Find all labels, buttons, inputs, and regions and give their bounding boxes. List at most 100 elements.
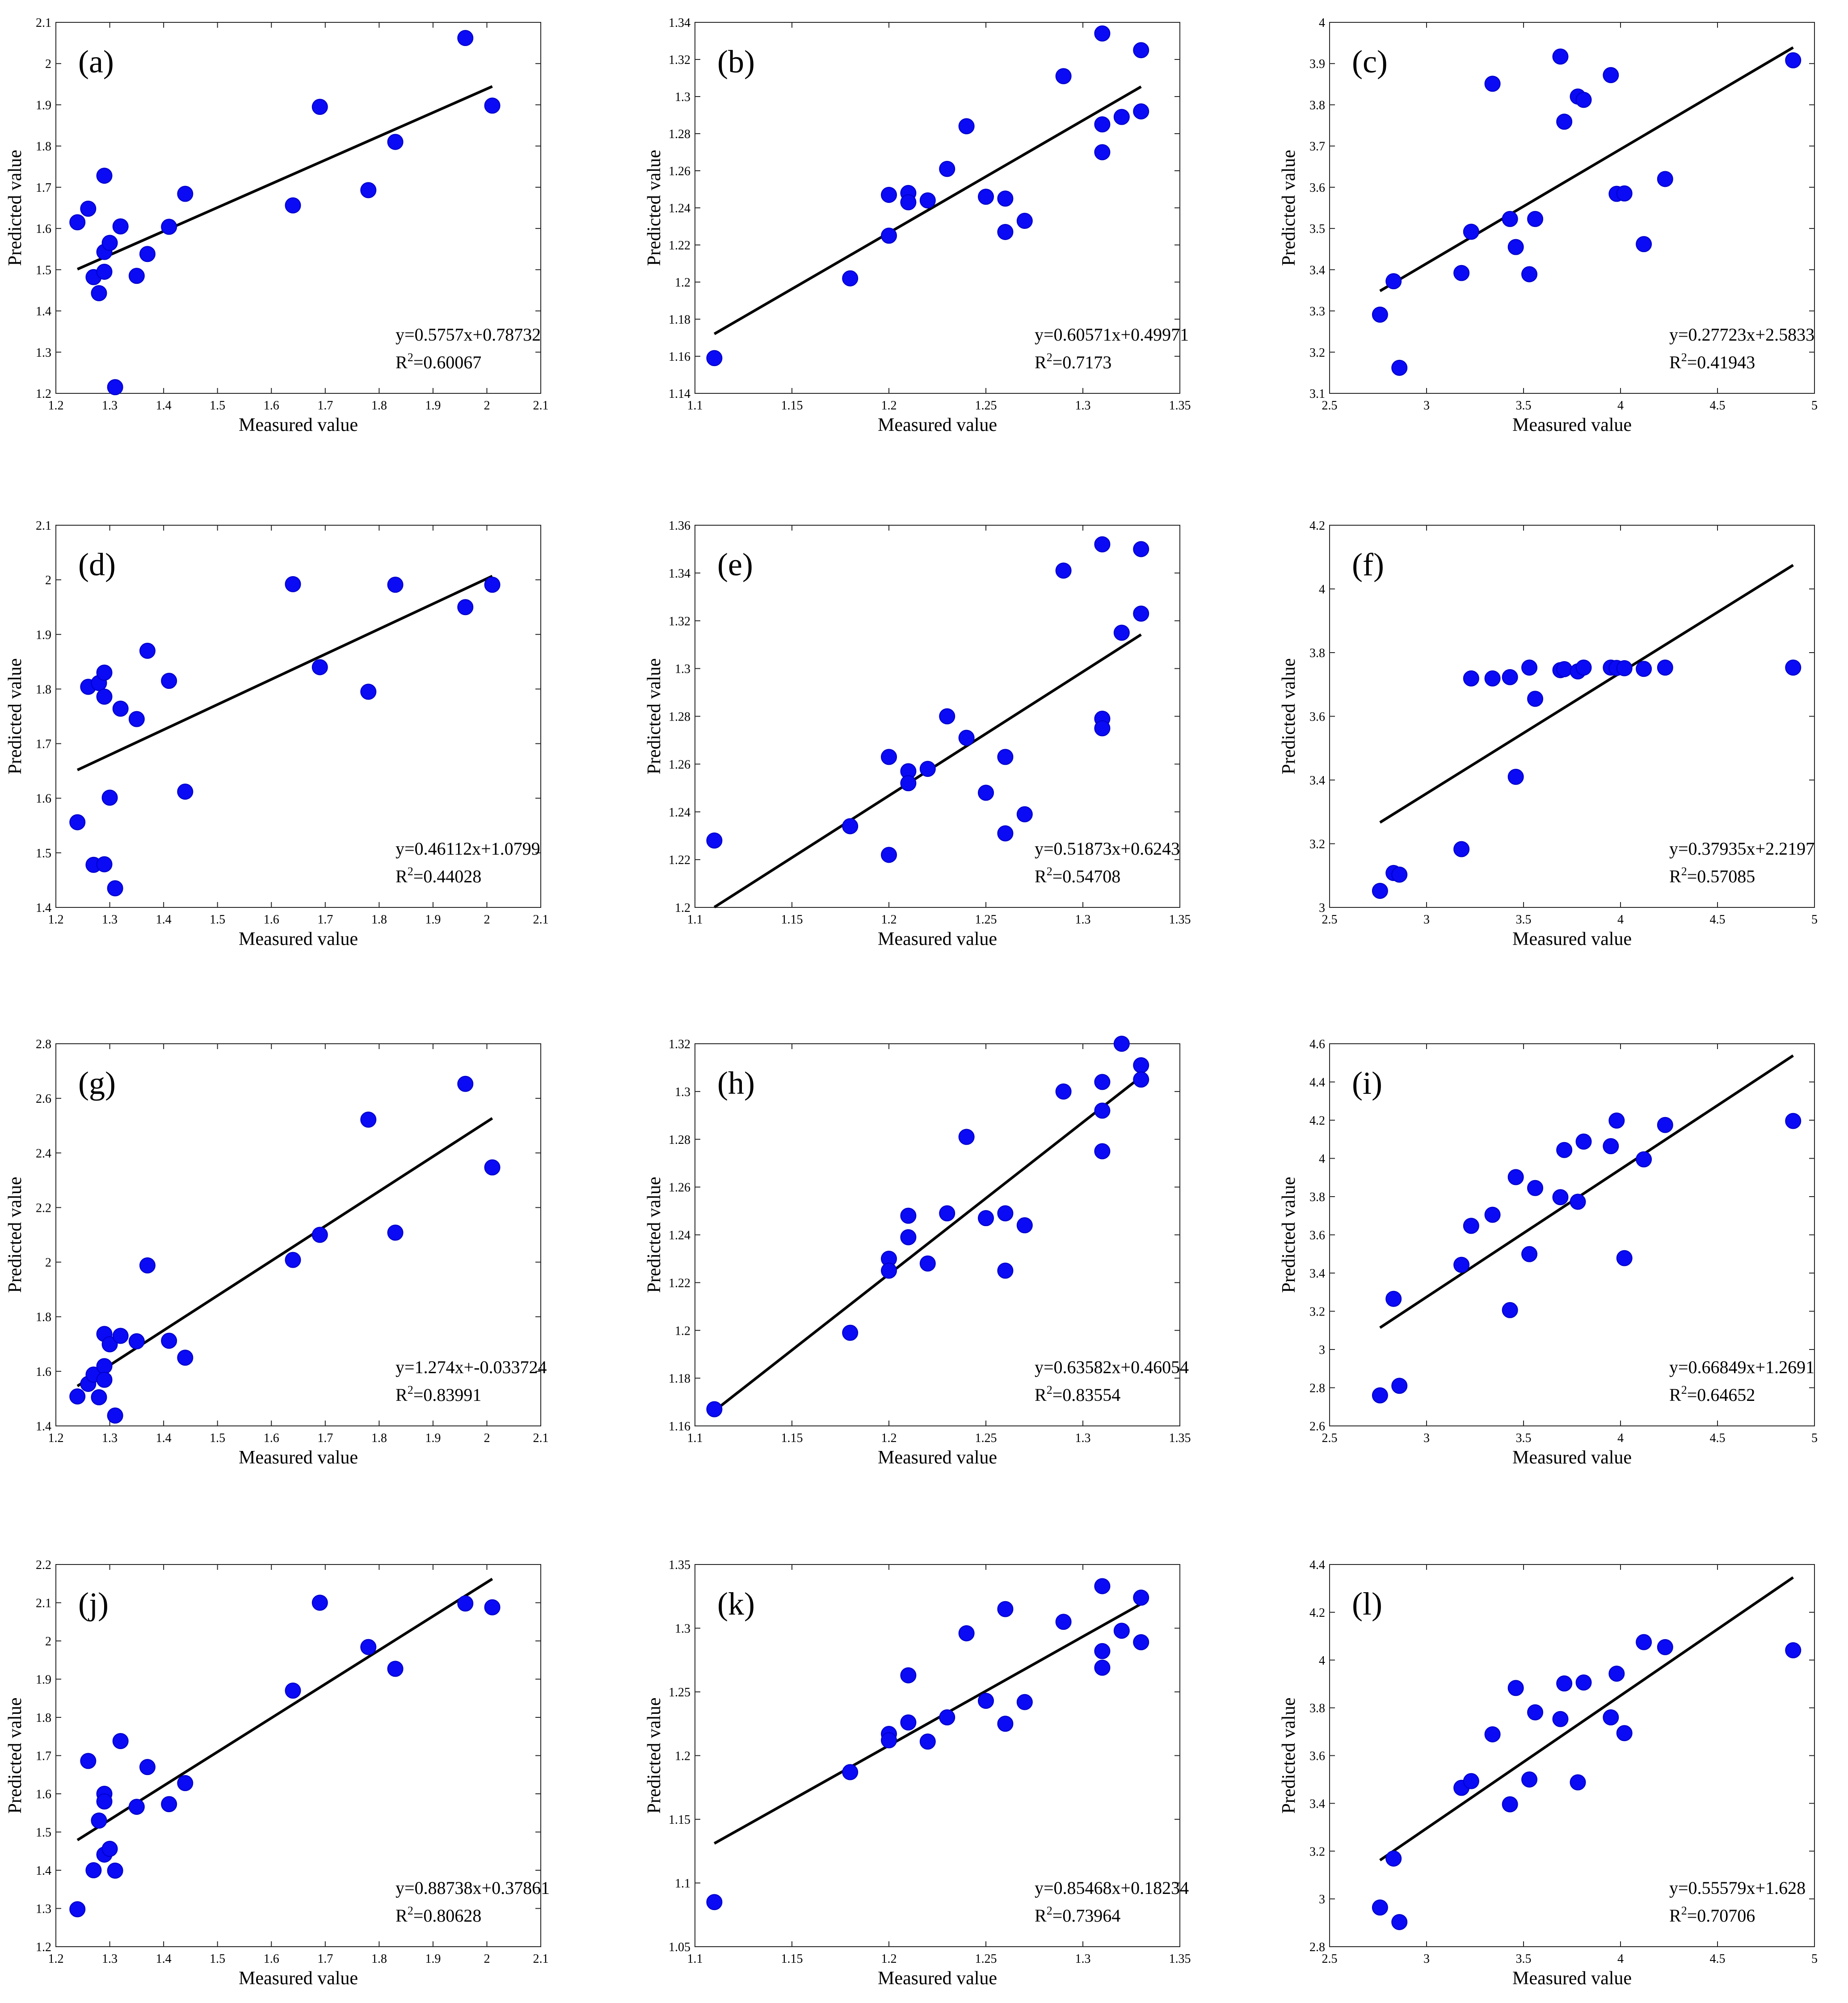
data-point	[842, 1764, 859, 1780]
chart-panel-e: 1.1 1.15 1.2 1.25 1.3 1.35 1.2 1.22 1.24 1.26 1.28…	[644, 519, 1191, 949]
data-point	[96, 688, 113, 705]
data-point	[919, 1255, 936, 1272]
y-tick-label: 1.9	[36, 98, 51, 112]
y-tick-label: 1.14	[669, 387, 690, 401]
y-tick-label: 2.6	[36, 1092, 51, 1106]
x-tick-label: 1.8	[371, 1431, 387, 1445]
r-squared-label: R2=0.7173	[1035, 351, 1111, 372]
data-point	[1502, 1796, 1518, 1813]
data-point	[1016, 213, 1033, 229]
data-point	[457, 599, 474, 616]
x-tick-label: 5	[1811, 1431, 1818, 1445]
y-tick-label: 2.6	[1309, 1420, 1325, 1434]
data-point	[1372, 882, 1388, 899]
y-tick-label: 1.7	[36, 738, 51, 751]
data-point	[387, 1661, 404, 1677]
x-axis-label: Measured value	[878, 415, 997, 435]
y-tick-label: 1.8	[36, 1711, 51, 1725]
data-point	[1502, 211, 1518, 227]
y-tick-label: 1.3	[675, 662, 690, 676]
data-point	[1785, 659, 1802, 676]
y-tick-label: 1.2	[675, 276, 690, 290]
x-tick-label: 1.2	[48, 913, 64, 927]
x-tick-label: 1.35	[1169, 1952, 1191, 1966]
data-point	[1133, 42, 1149, 59]
y-tick-label: 1.2	[675, 1750, 690, 1763]
y-tick-label: 3.3	[1309, 305, 1325, 319]
data-point	[1552, 48, 1569, 65]
data-point	[842, 1324, 859, 1341]
data-point	[1016, 1694, 1033, 1710]
chart-panel-b: 1.1 1.15 1.2 1.25 1.3 1.35 1.14 1.16 1.18 1.2 1.22…	[644, 16, 1191, 435]
data-point	[1575, 92, 1592, 108]
data-point	[919, 1733, 936, 1750]
chart-panel-l: 2.5 3 3.5 4 4.5 5 2.8 3 3.2 3.4 3.6 3.8 4 4.2 4.4 Measu…	[1279, 1558, 1818, 1989]
y-tick-label: 1.18	[669, 1372, 690, 1386]
panel-label: (k)	[717, 1586, 755, 1622]
y-tick-label: 3.2	[1309, 838, 1325, 852]
regression-equation: y=1.274x+-0.033724	[396, 1357, 547, 1377]
data-point	[484, 577, 501, 593]
data-point	[706, 1401, 723, 1417]
x-tick-label: 1.7	[317, 399, 333, 413]
y-tick-label: 4	[1319, 16, 1325, 30]
y-tick-label: 3.1	[1309, 387, 1325, 401]
r-squared-label: R2=0.44028	[396, 865, 481, 886]
data-point	[69, 1901, 86, 1918]
chart-panel-g: 1.2 1.3 1.4 1.5 1.6 1.7 1.8 1.9 2 2.1 1.4 1.6 1.8 2 2.…	[5, 1037, 549, 1468]
data-point	[1094, 116, 1111, 133]
y-tick-label: 1.5	[36, 1826, 51, 1840]
x-tick-label: 1.1	[687, 1952, 703, 1966]
y-tick-label: 1.16	[669, 350, 690, 364]
x-tick-label: 1.25	[975, 1431, 997, 1445]
data-point	[96, 664, 113, 681]
y-tick-label: 1.26	[669, 1181, 690, 1195]
panel-label: (e)	[717, 547, 753, 582]
data-point	[978, 1210, 994, 1227]
data-point	[997, 1262, 1014, 1279]
data-point	[997, 1716, 1014, 1732]
y-tick-label: 4.2	[1309, 519, 1325, 533]
data-point	[881, 749, 897, 765]
r-squared-label: R2=0.73964	[1035, 1904, 1120, 1926]
x-tick-label: 1.7	[317, 1952, 333, 1966]
y-axis-label: Predicted value	[5, 1176, 25, 1293]
data-point	[842, 818, 859, 835]
y-tick-label: 1.28	[669, 127, 690, 141]
x-tick-label: 1.8	[371, 913, 387, 927]
data-point	[312, 1227, 328, 1243]
y-tick-label: 3.6	[1309, 1229, 1325, 1243]
y-tick-label: 1.8	[36, 1311, 51, 1324]
x-tick-label: 3	[1423, 399, 1430, 413]
data-point	[1391, 1914, 1408, 1930]
y-tick-label: 1.4	[36, 1420, 51, 1434]
data-point	[360, 182, 377, 198]
data-point	[1616, 1250, 1633, 1266]
data-point	[1016, 806, 1033, 822]
data-point	[978, 189, 994, 205]
y-tick-label: 1.2	[675, 1324, 690, 1338]
x-tick-label: 1.5	[210, 913, 225, 927]
x-tick-label: 4.5	[1710, 1431, 1726, 1445]
x-tick-label: 3	[1423, 1952, 1430, 1966]
data-point	[177, 1349, 194, 1366]
x-tick-label: 4	[1617, 1952, 1624, 1966]
y-tick-label: 3	[1319, 1343, 1325, 1357]
x-tick-label: 4.5	[1710, 399, 1726, 413]
x-tick-label: 1.35	[1169, 913, 1191, 927]
y-tick-label: 3.7	[1309, 140, 1325, 154]
x-tick-label: 1.5	[210, 399, 225, 413]
panel-label: (i)	[1352, 1065, 1382, 1101]
x-tick-label: 1.6	[264, 399, 279, 413]
y-tick-label: 1.26	[669, 758, 690, 772]
y-tick-label: 1.32	[669, 615, 690, 628]
data-point	[1055, 1083, 1072, 1100]
r-squared-label: R2=0.80628	[396, 1904, 481, 1926]
data-point	[161, 1796, 177, 1813]
data-point	[881, 186, 897, 203]
data-point	[997, 190, 1014, 207]
y-tick-label: 1.24	[669, 1229, 690, 1243]
data-point	[900, 194, 917, 211]
data-point	[1556, 114, 1573, 130]
data-point	[1507, 1680, 1524, 1696]
